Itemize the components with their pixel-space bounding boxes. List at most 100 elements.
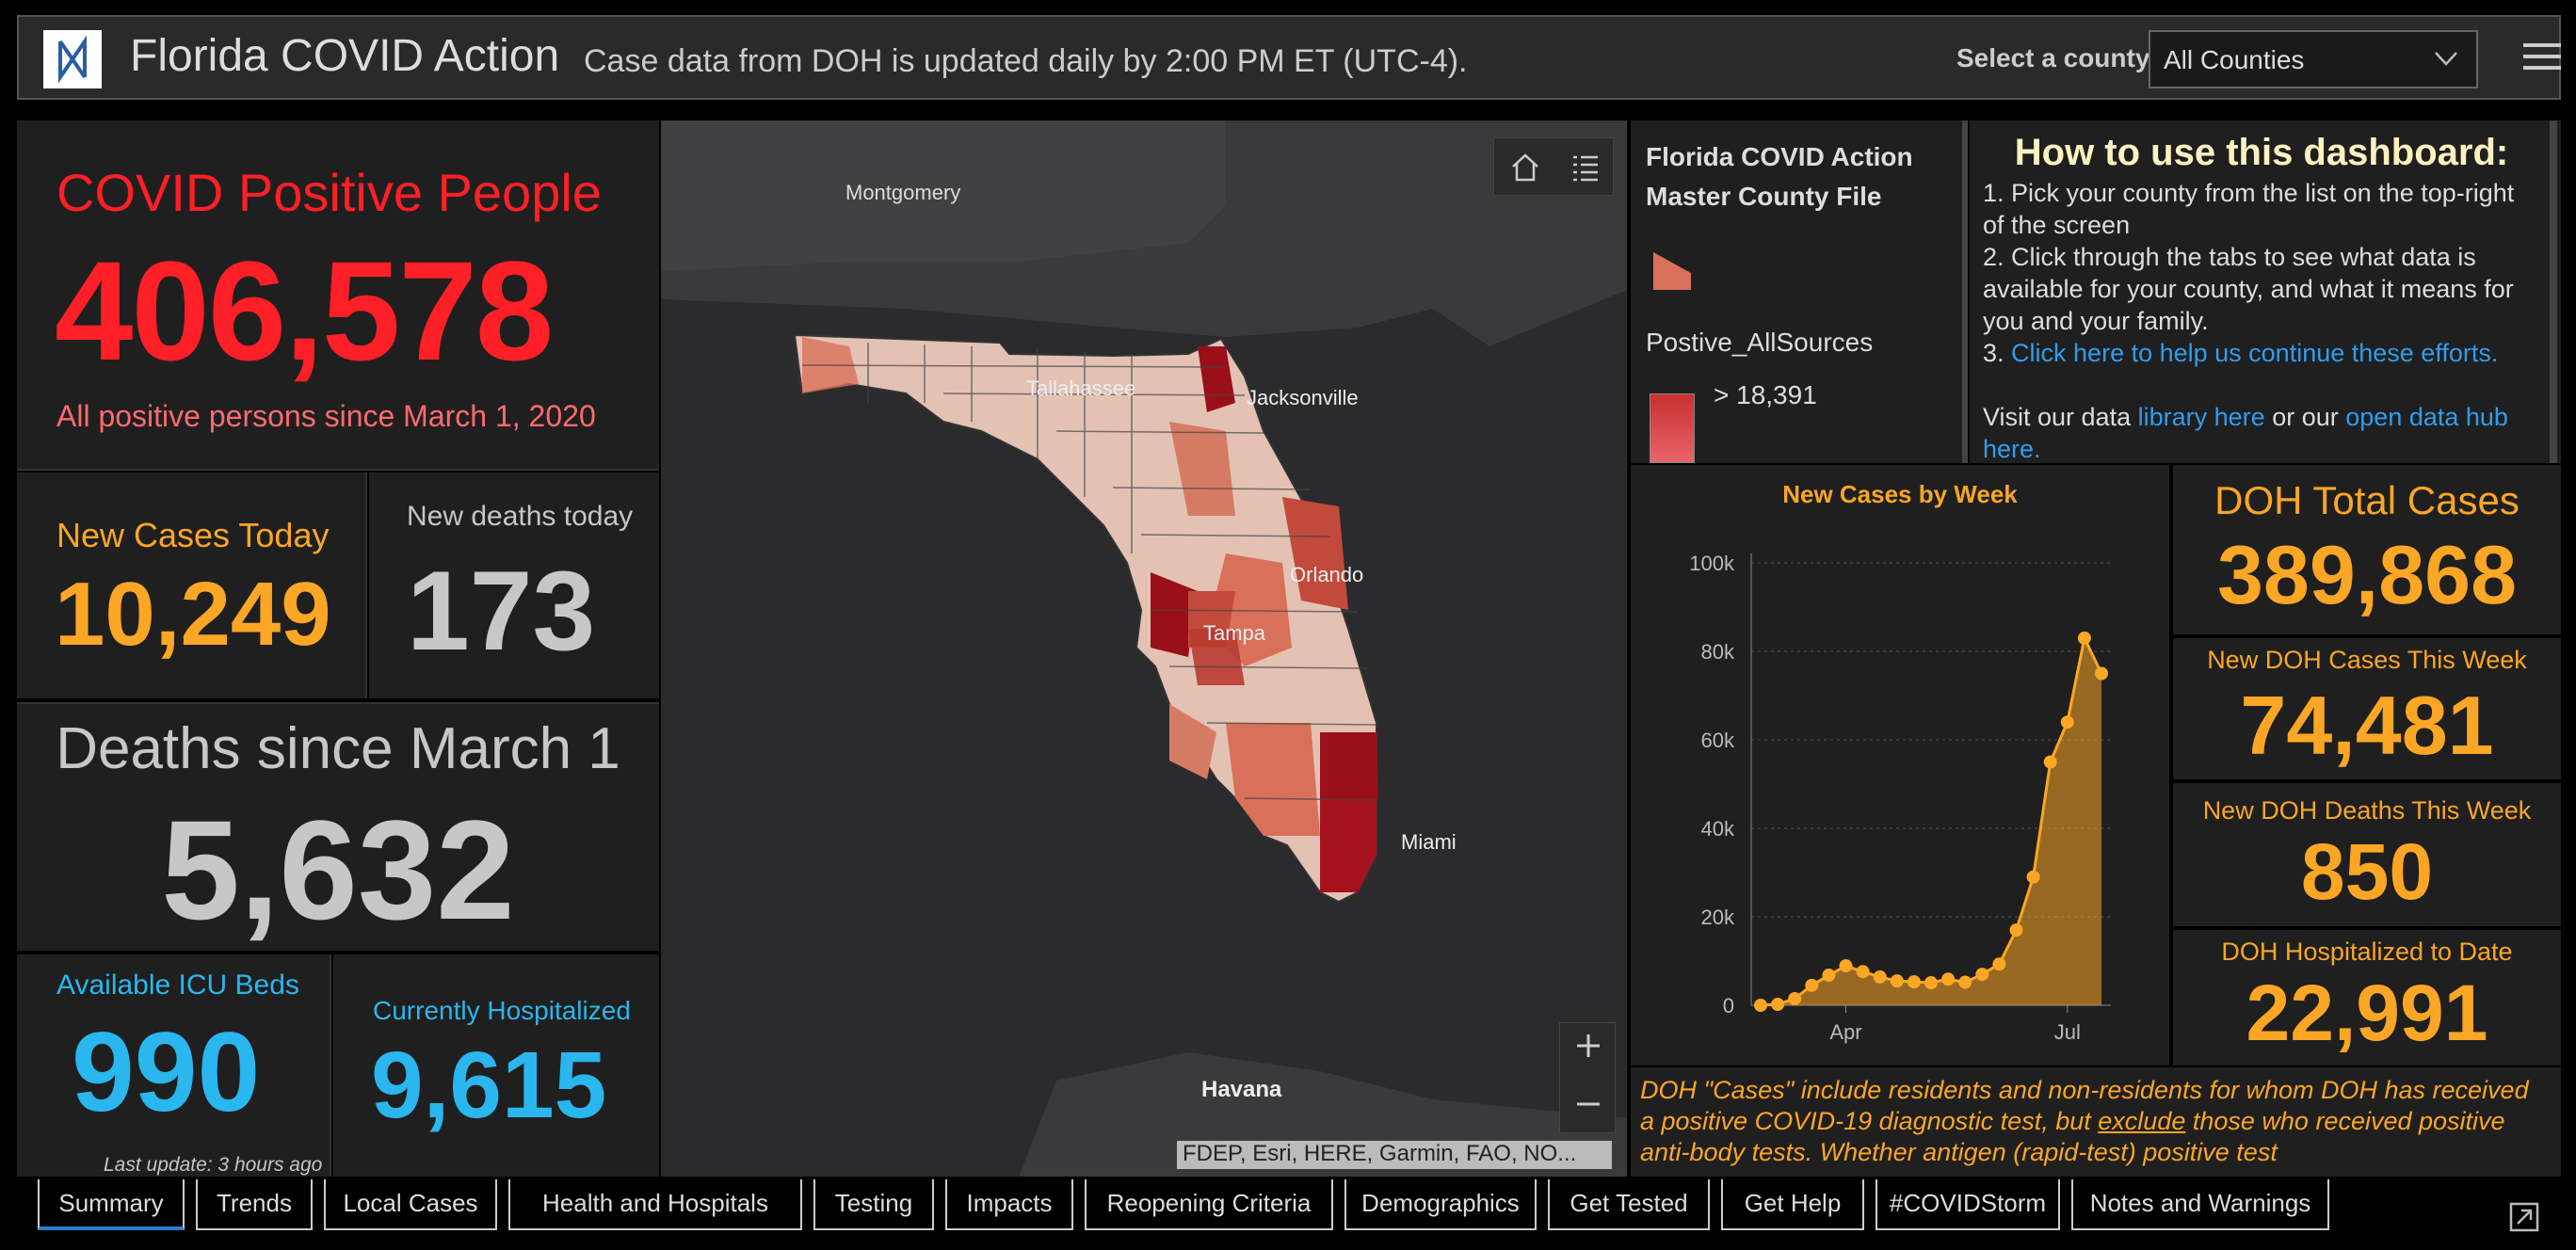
legend-scrollbar[interactable]	[1962, 120, 1968, 463]
howto-step1: 1. Pick your county from the list on the…	[1983, 179, 2515, 239]
deaths-card: Deaths since March 1 5,632	[17, 702, 659, 951]
map-attribution: FDEP, Esri, HERE, Garmin, FAO, NO...	[1177, 1141, 1612, 1169]
tab-covidstorm[interactable]: #COVIDStorm	[1876, 1179, 2060, 1230]
data-point	[1788, 991, 1802, 1005]
tab-health-hospitals[interactable]: Health and Hospitals	[508, 1179, 802, 1230]
new-deaths-label: New deaths today	[407, 501, 634, 532]
expand-icon[interactable]	[2508, 1201, 2540, 1238]
data-point	[1975, 968, 1989, 982]
howto-visit: Visit our data library here or our open …	[1983, 401, 2538, 465]
support-link[interactable]: Click here to help us continue these eff…	[2011, 339, 2499, 367]
positive-title: COVID Positive People	[56, 163, 602, 222]
doh-note: DOH "Cases" include residents and non-re…	[1631, 1067, 2561, 1177]
chart-svg: 0 20k 40k 60k 80k 100k Apr Jul	[1689, 552, 2111, 1044]
tab-get-tested[interactable]: Get Tested	[1548, 1179, 1710, 1230]
icu-label: Available ICU Beds	[56, 970, 299, 1001]
tab-summary[interactable]: Summary	[38, 1179, 185, 1230]
doh-week-deaths-card: New DOH Deaths This Week 850	[2173, 783, 2561, 926]
note-text-b: those who received positive anti-body te…	[1640, 1107, 2505, 1166]
positive-value: 406,578	[55, 232, 554, 390]
howto-body: 1. Pick your county from the list on the…	[1983, 177, 2538, 465]
doh-total-label: DOH Total Cases	[2214, 478, 2520, 522]
tab-trends[interactable]: Trends	[196, 1179, 313, 1230]
data-point	[2077, 631, 2091, 645]
chart-title: New Cases by Week	[1782, 480, 2018, 508]
doh-total-value: 389,868	[2216, 528, 2518, 621]
y-tick-label: 0	[1723, 994, 1734, 1018]
map-view[interactable]: Montgomery Tallahassee Jacksonville Orla…	[661, 120, 1627, 1177]
city-label-tallahassee: Tallahassee	[1026, 377, 1136, 400]
app-title: Florida COVID Action	[130, 31, 560, 81]
new-cases-value: 10,249	[55, 564, 331, 665]
data-point	[1839, 959, 1853, 973]
new-cases-chart-panel: New Cases by Week 0 20k 40k 60k 80k 100k Apr Ju…	[1631, 465, 2169, 1066]
last-update: Last update: 3 hours ago	[104, 1154, 323, 1176]
note-text-a: DOH "Cases" include residents and non-re…	[1640, 1076, 2529, 1135]
map-canvas	[661, 120, 1627, 1177]
series-area	[1761, 637, 2101, 1005]
data-point	[1822, 969, 1836, 983]
icu-value: 990	[72, 1009, 261, 1135]
howto-scrollbar[interactable]	[2550, 120, 2557, 463]
data-point	[1771, 998, 1785, 1012]
data-point	[1992, 957, 2006, 971]
city-label-montgomery: Montgomery	[845, 181, 961, 204]
new-deaths-card: New deaths today 173	[369, 473, 659, 698]
howto-panel: How to use this dashboard: 1. Pick your …	[1970, 120, 2561, 463]
app-logo	[43, 30, 102, 88]
legend-list-icon[interactable]	[1570, 152, 1602, 188]
app-header: Florida COVID Action Case data from DOH …	[17, 15, 2561, 100]
data-point	[2026, 870, 2040, 884]
icu-beds-card: Available ICU Beds 990 Last update: 3 ho…	[17, 954, 331, 1177]
city-label-tampa: Tampa	[1203, 621, 1266, 645]
data-point	[1805, 978, 1819, 992]
chevron-down-icon	[2433, 45, 2459, 78]
note-emphasis: exclude	[2098, 1107, 2186, 1135]
tab-notes-warnings[interactable]: Notes and Warnings	[2071, 1179, 2329, 1230]
legend-title: Florida COVID Action Master County File	[1646, 142, 1913, 211]
home-icon[interactable]	[1509, 152, 1541, 188]
open-data-hub-link[interactable]: open data hub here.	[1983, 403, 2508, 463]
y-tick-label: 60k	[1701, 729, 1735, 752]
data-point	[1890, 974, 1904, 988]
tab-demographics[interactable]: Demographics	[1344, 1179, 1537, 1230]
city-label-miami: Miami	[1401, 830, 1457, 854]
doh-week-cases-label: New DOH Cases This Week	[2207, 646, 2527, 674]
y-tick-label: 40k	[1701, 817, 1735, 841]
howto-step3-prefix: 3.	[1983, 339, 2004, 367]
doh-week-cases-card: New DOH Cases This Week 74,481	[2173, 638, 2561, 779]
data-point	[1907, 975, 1921, 989]
tab-get-help[interactable]: Get Help	[1721, 1179, 1864, 1230]
city-label-orlando: Orlando	[1290, 563, 1364, 586]
app-subtitle: Case data from DOH is updated daily by 2…	[584, 43, 1468, 79]
data-point	[1873, 970, 1887, 984]
doh-week-deaths-label: New DOH Deaths This Week	[2202, 796, 2532, 825]
legend-swatch-icon	[1653, 252, 1691, 295]
y-tick-label: 20k	[1701, 905, 1735, 929]
zoom-controls	[1559, 1022, 1616, 1133]
zoom-in-icon[interactable]	[1575, 1033, 1602, 1064]
tab-local-cases[interactable]: Local Cases	[324, 1179, 497, 1230]
positive-people-card: COVID Positive People 406,578 All positi…	[17, 120, 659, 471]
county-select[interactable]: All Counties	[2149, 30, 2478, 88]
data-point	[2060, 715, 2074, 729]
x-tick-label: Jul	[2054, 1020, 2081, 1044]
zoom-out-icon[interactable]	[1575, 1091, 1602, 1122]
hospitalized-card: Currently Hospitalized 9,615	[333, 954, 659, 1177]
howto-step2: 2. Click through the tabs to see what da…	[1983, 243, 2514, 335]
tab-impacts[interactable]: Impacts	[945, 1179, 1073, 1230]
hospitalized-label: Currently Hospitalized	[373, 996, 631, 1025]
tab-reopening-criteria[interactable]: Reopening Criteria	[1085, 1179, 1333, 1230]
doh-week-deaths-value: 850	[2300, 827, 2434, 916]
data-point	[1856, 965, 1870, 979]
data-point	[1941, 972, 1956, 986]
data-point	[1958, 975, 1972, 989]
library-link[interactable]: library here	[2137, 403, 2265, 431]
doh-total-card: DOH Total Cases 389,868	[2173, 465, 2561, 634]
doh-hospitalized-card: DOH Hospitalized to Date 22,991	[2173, 930, 2561, 1066]
city-label-havana: Havana	[1201, 1077, 1282, 1102]
tab-testing[interactable]: Testing	[813, 1179, 934, 1230]
deaths-value: 5,632	[161, 791, 515, 949]
hamburger-menu-icon[interactable]	[2523, 36, 2561, 79]
x-tick-label: Apr	[1829, 1020, 1861, 1044]
